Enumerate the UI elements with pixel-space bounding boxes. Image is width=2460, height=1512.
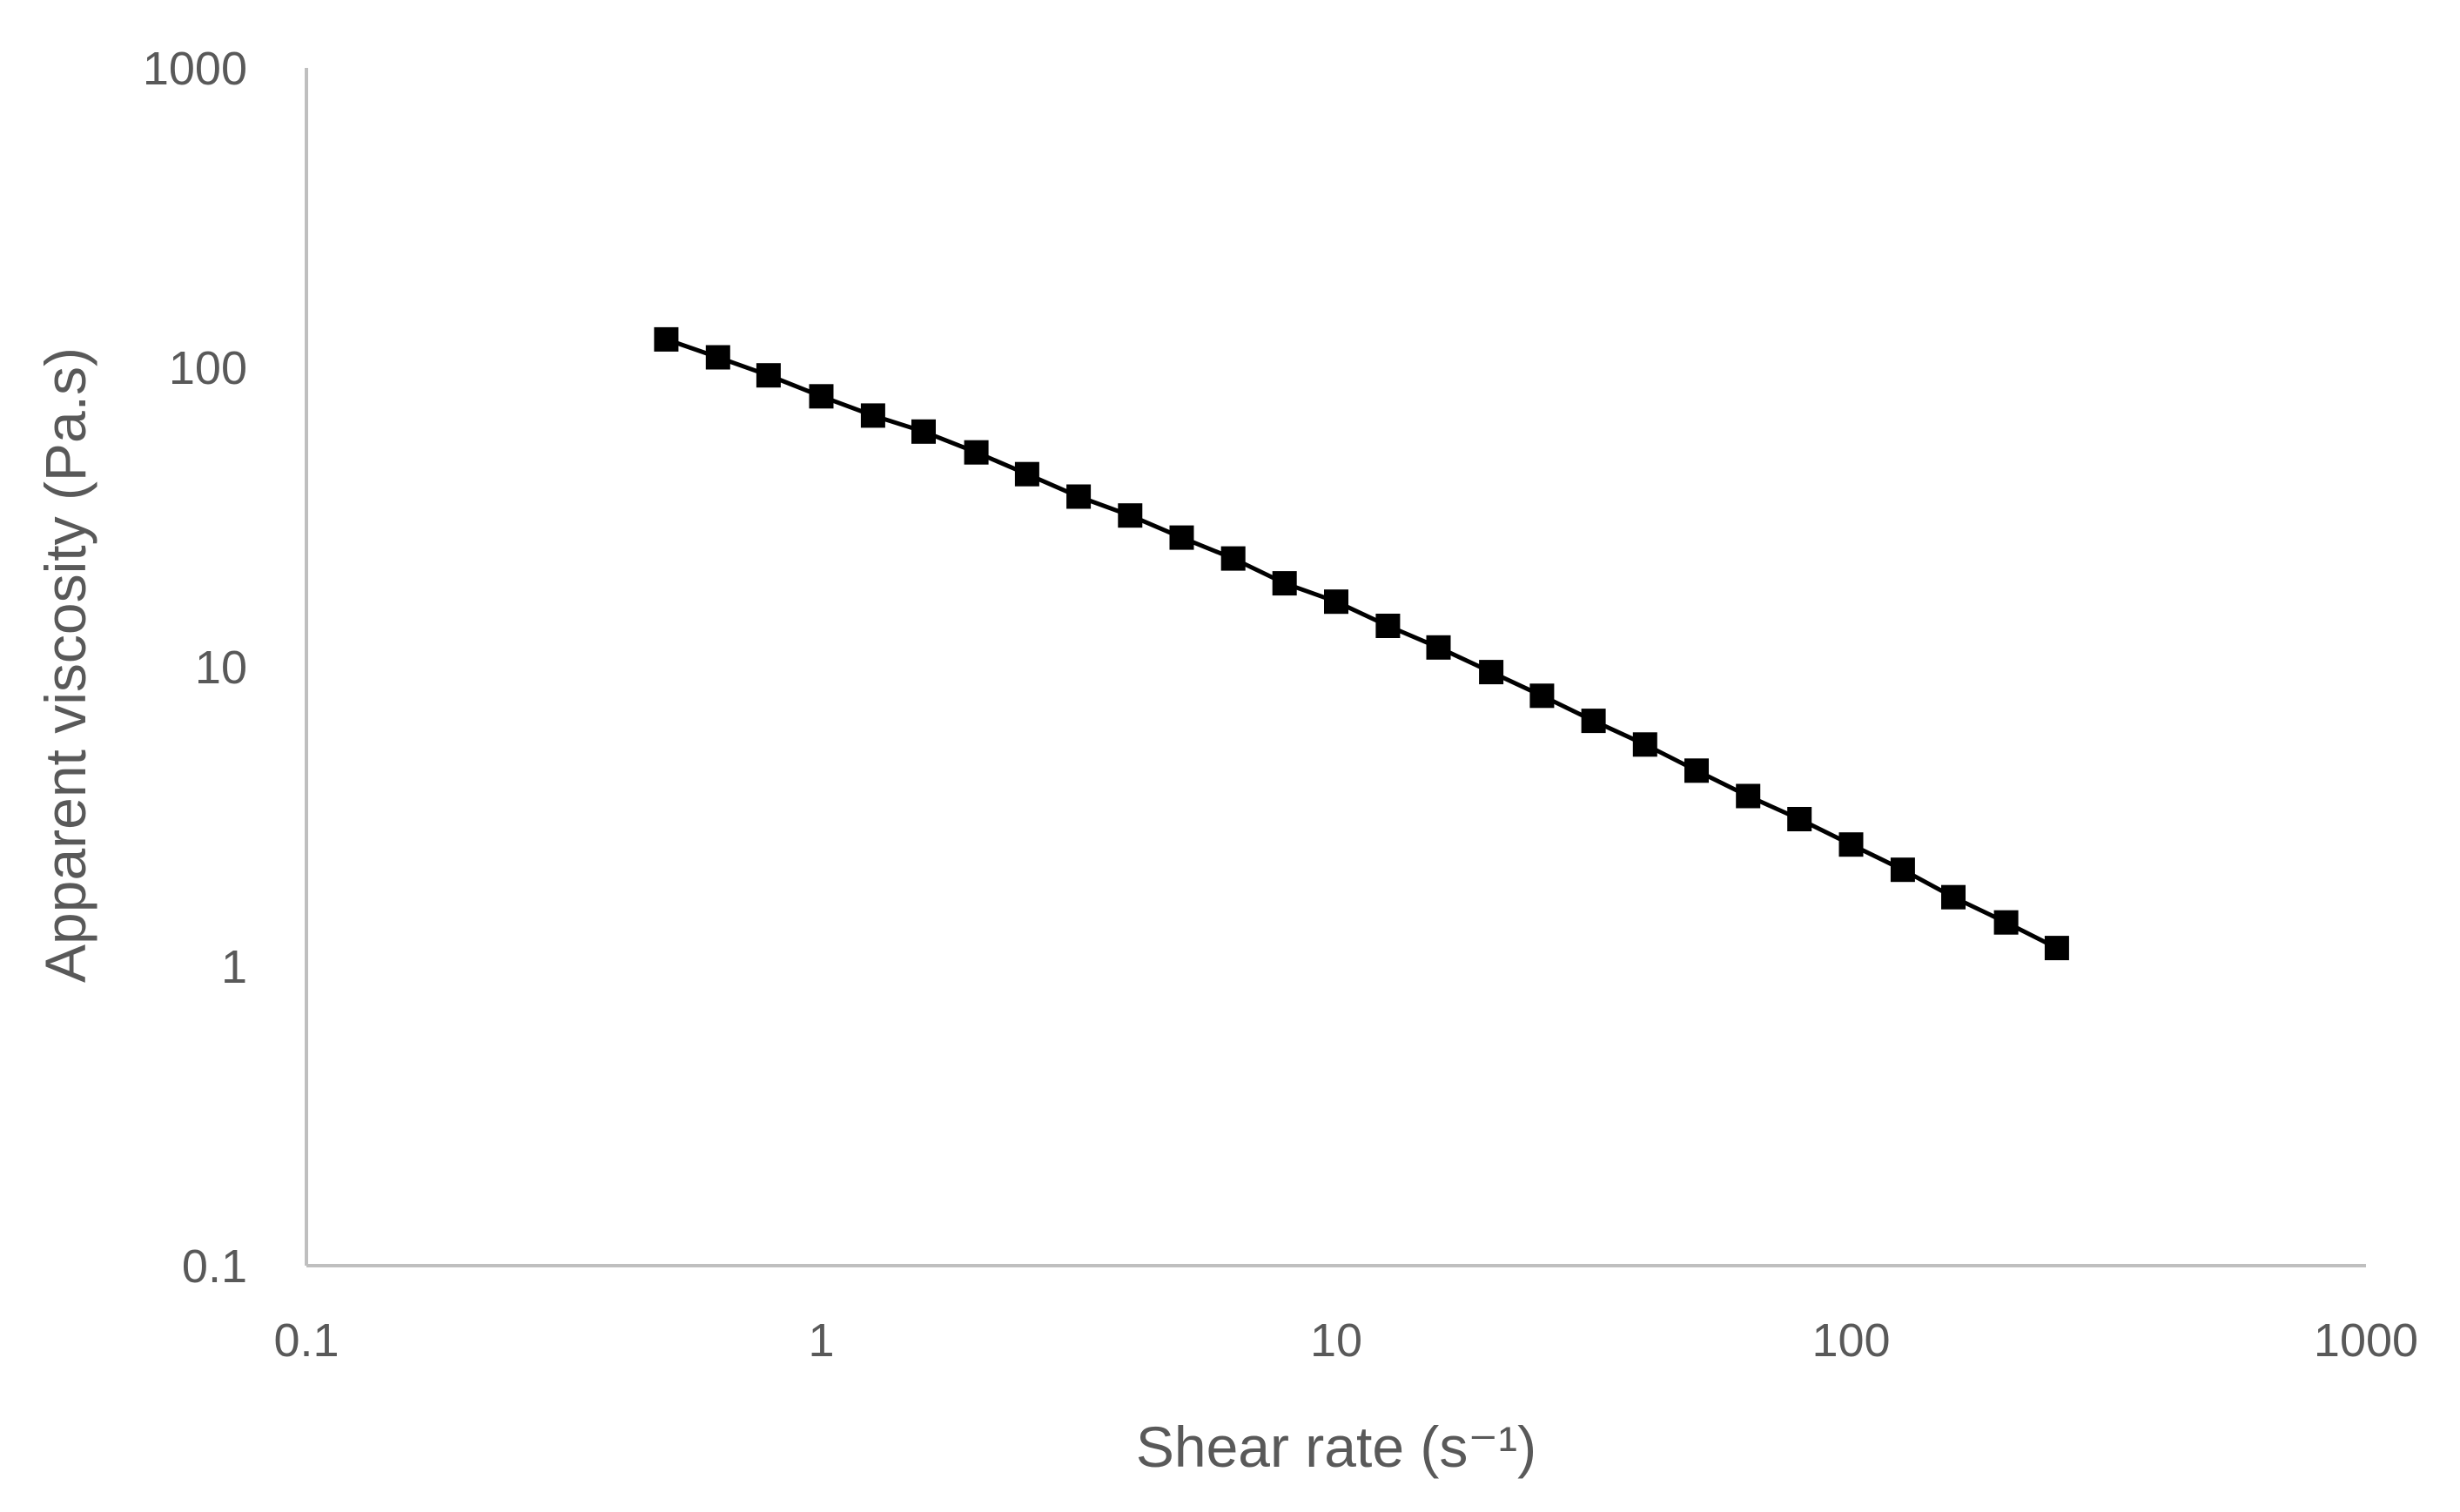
y-axis-title: Apparent viscosity (Pa.s) [33,347,97,983]
data-point [1787,807,1812,831]
data-point [756,363,781,388]
data-point [1941,884,1966,910]
y-tick-label: 1000 [143,43,247,95]
data-point [1375,614,1401,638]
data-point [654,326,679,352]
x-tick-label: 1 [808,1314,834,1367]
x-tick-label: 10 [1310,1314,1362,1367]
data-point [1581,709,1606,734]
x-tick-labels: 0.1 1 10 100 1000 [273,1314,2418,1367]
series-markers [654,326,2069,961]
y-tick-label: 10 [195,642,247,694]
data-point [809,384,834,409]
data-point [2044,936,2069,961]
data-point [1632,732,1657,757]
x-tick-label: 1000 [2314,1314,2418,1367]
data-point [1736,783,1761,809]
data-point [911,419,936,444]
x-axis-title: Shear rate (s⁻¹) [1136,1415,1536,1479]
data-point [1529,683,1555,709]
data-point [1220,546,1246,571]
y-tick-label: 100 [169,342,247,394]
data-point [1118,503,1143,528]
series-line [665,337,2059,951]
data-point [1324,589,1348,615]
data-point [1838,832,1864,857]
y-tick-label: 0.1 [182,1240,247,1293]
data-point [1479,660,1504,685]
x-tick-label: 100 [1811,1314,1890,1367]
y-tick-label: 1 [221,941,247,993]
data-point [1169,525,1194,550]
y-tick-labels: 0.1 1 10 100 1000 [143,43,247,1293]
data-point [860,403,885,428]
data-point [1890,857,1915,883]
data-point [1426,635,1451,660]
data-point [705,345,730,370]
data-point [1993,910,2019,935]
data-point [1014,461,1039,487]
data-point [1684,758,1709,783]
data-point [1272,571,1297,596]
data-point [964,440,989,465]
data-point [1066,484,1092,509]
x-tick-label: 0.1 [273,1314,339,1367]
